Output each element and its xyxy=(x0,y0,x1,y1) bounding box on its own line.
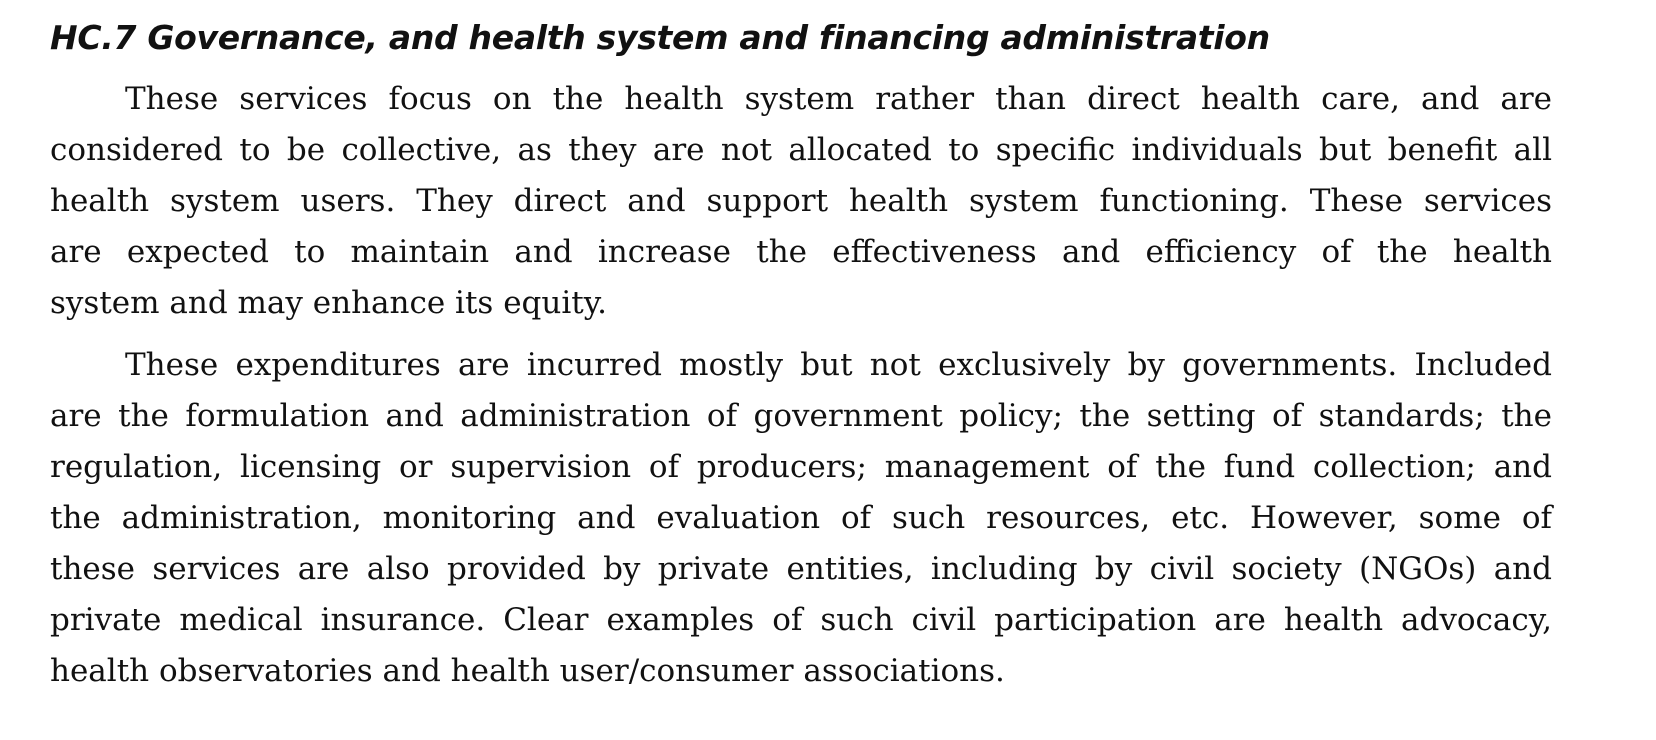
text-line: health observatories and health user/con… xyxy=(50,653,1005,689)
paragraph-2: These expenditures are incurred mostly b… xyxy=(50,340,1552,697)
text-line: system and may enhance its equity. xyxy=(50,285,607,321)
text-line: These services focus on the health syste… xyxy=(125,81,1552,117)
paragraph-1: These services focus on the health syste… xyxy=(50,74,1552,329)
section-heading: HC.7 Governance, and health system and f… xyxy=(50,18,1270,57)
text-line: health system users. They direct and sup… xyxy=(50,183,1552,219)
text-line: the administration, monitoring and evalu… xyxy=(50,500,1552,536)
text-line: These expenditures are incurred mostly b… xyxy=(125,347,1552,383)
text-line: considered to be collective, as they are… xyxy=(50,132,1552,168)
text-line: are expected to maintain and increase th… xyxy=(50,234,1552,270)
text-line: private medical insurance. Clear example… xyxy=(50,602,1552,638)
text-line: are the formulation and administration o… xyxy=(50,398,1552,434)
text-line: these services are also provided by priv… xyxy=(50,551,1552,587)
text-line: regulation, licensing or supervision of … xyxy=(50,449,1552,485)
